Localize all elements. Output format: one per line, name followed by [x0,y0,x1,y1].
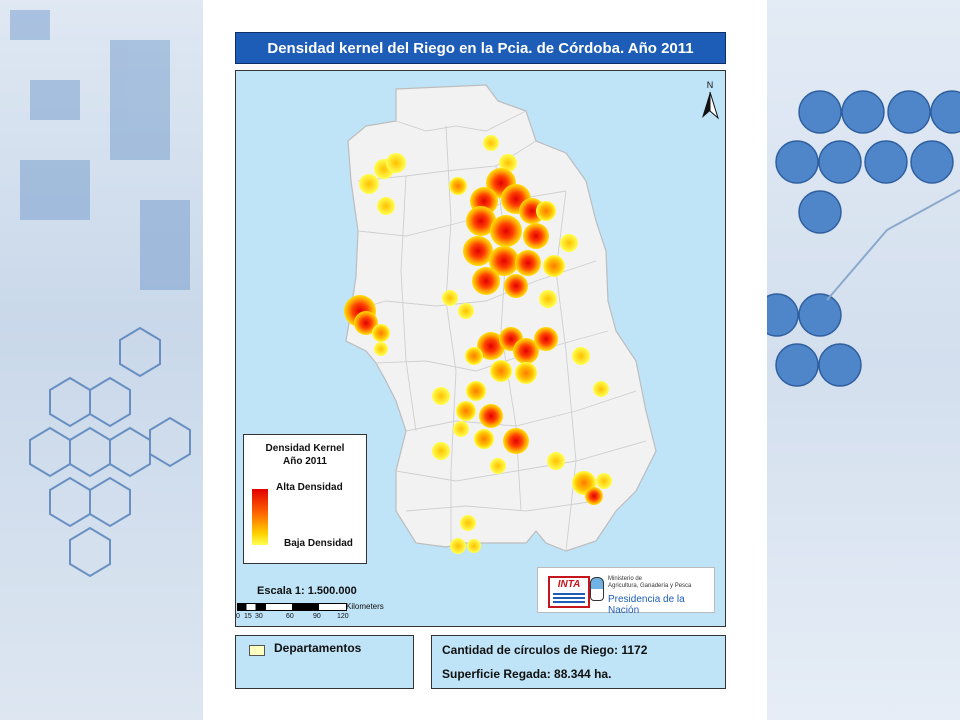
density-hotspots [344,135,612,554]
north-label: N [707,80,714,90]
ministry-line2: Agricultura, Ganadería y Pesca [608,583,692,589]
inta-logo-text: INTA [557,579,581,590]
scale-tick: 30 [255,613,263,620]
scale-unit: Kilometers [346,602,384,611]
legend-title-line1: Densidad Kernel [265,443,345,454]
department-swatch [249,645,265,656]
scale-tick: 0 [236,613,240,620]
departments-legend: Departamentos [235,635,414,689]
legend-title-line2: Año 2011 [283,456,327,467]
argentina-shield-icon [590,577,604,601]
cordoba-density-map [344,84,657,554]
inta-logo: INTA [548,576,590,608]
satellite-image-right [767,0,960,720]
map-title: Densidad kernel del Riego en la Pcia. de… [235,32,726,64]
scale-tick: 60 [286,613,294,620]
legend-low-label: Baja Densidad [284,538,353,549]
inta-logo-stripes [553,593,585,603]
departments-label: Departamentos [274,641,362,655]
scale-tick: 15 [244,613,252,620]
province-cordoba [345,84,657,552]
irrigation-stats: Cantidad de círculos de Riego: 1172 Supe… [431,635,726,689]
circles-count: Cantidad de círculos de Riego: 1172 [442,643,648,657]
irrigation-pattern-left [10,10,191,578]
irrigated-surface: Superficie Regada: 88.344 ha. [442,667,612,681]
legend-color-ramp [252,489,268,545]
presidency-text: Presidencia de la Nación [608,594,685,616]
ministry-text: Ministerio de Agricultura, Ganadería y P… [608,576,691,590]
north-arrow-icon: N [702,80,719,120]
density-legend: Densidad Kernel Año 2011 Alta Densidad B… [243,434,367,564]
scale-bar [237,603,347,611]
logos: INTA Ministerio de Agricultura, Ganaderí… [537,567,715,616]
legend-high-label: Alta Densidad [276,482,343,493]
irrigation-circles-right [767,90,960,387]
scale-tick: 120 [337,613,349,620]
scale-text: Escala 1: 1.500.000 [257,585,357,597]
satellite-image-left [0,0,203,720]
ministry-line1: Ministerio de [608,576,643,582]
scale-tick: 90 [313,613,321,620]
